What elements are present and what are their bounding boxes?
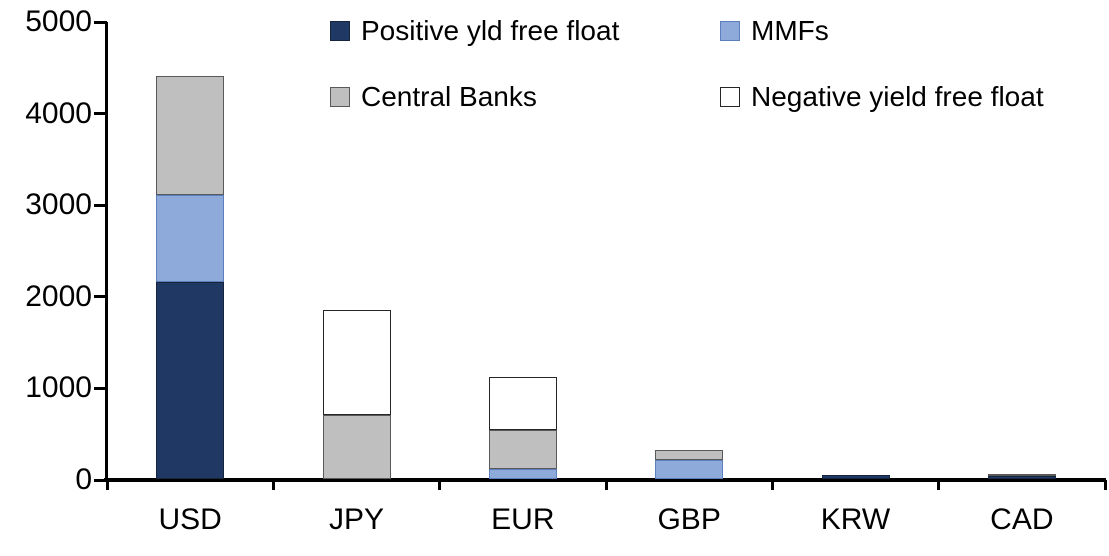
x-axis-tick bbox=[438, 480, 442, 490]
x-axis-tick bbox=[1103, 480, 1107, 490]
bar-segment-cad-series-2 bbox=[987, 473, 1056, 476]
legend-swatch-icon bbox=[330, 21, 350, 41]
y-axis-tick-label: 5000 bbox=[25, 5, 92, 38]
bar-segment-gbp-series-2 bbox=[655, 449, 724, 460]
legend-item-2: Central Banks bbox=[330, 80, 720, 114]
legend-label: MMFs bbox=[751, 15, 829, 46]
x-axis-tick bbox=[271, 480, 275, 490]
legend-item-0: Positive yld free float bbox=[330, 14, 720, 48]
legend-label: Positive yld free float bbox=[361, 15, 620, 46]
bar-segment-cad-series-0 bbox=[987, 475, 1056, 479]
x-axis-category-label: JPY bbox=[328, 503, 385, 536]
bar-segment-krw-series-0 bbox=[821, 475, 890, 479]
legend-item-1: MMFs bbox=[720, 14, 1100, 48]
legend-swatch-icon bbox=[330, 87, 350, 107]
bar-segment-gbp-series-1 bbox=[655, 459, 724, 479]
x-axis-category-label: EUR bbox=[491, 503, 555, 536]
bar-segment-eur-series-3 bbox=[488, 377, 557, 430]
y-axis-tick bbox=[94, 20, 107, 24]
bar-segment-usd-series-1 bbox=[156, 195, 225, 283]
x-axis-category-label: USD bbox=[158, 503, 222, 536]
bar-segment-eur-series-2 bbox=[488, 429, 557, 469]
legend-swatch-icon bbox=[720, 87, 740, 107]
bar-segment-jpy-series-3 bbox=[322, 310, 391, 415]
bar-segment-usd-series-0 bbox=[156, 282, 225, 479]
legend-label: Negative yield free float bbox=[751, 81, 1044, 112]
x-axis-tick bbox=[937, 480, 941, 490]
bar-segment-usd-series-2 bbox=[156, 75, 225, 196]
legend-swatch-icon bbox=[720, 21, 740, 41]
y-axis-tick bbox=[94, 295, 107, 299]
legend-label: Central Banks bbox=[361, 81, 537, 112]
y-axis-tick bbox=[94, 203, 107, 207]
x-axis-tick bbox=[604, 480, 608, 490]
y-axis-tick-label: 3000 bbox=[25, 188, 92, 222]
y-axis-tick-label: 2000 bbox=[25, 279, 92, 313]
bar-segment-eur-series-1 bbox=[488, 468, 557, 479]
y-axis-line bbox=[105, 22, 108, 480]
x-axis-category-label: CAD bbox=[990, 503, 1054, 536]
y-axis-tick bbox=[94, 112, 107, 116]
y-axis-tick bbox=[94, 386, 107, 390]
y-axis-tick bbox=[94, 478, 107, 482]
y-axis-tick-label: 4000 bbox=[25, 96, 92, 130]
x-axis-tick bbox=[770, 480, 774, 490]
chart-legend: Positive yld free float MMFs Central Banks… bbox=[330, 14, 1100, 114]
y-axis-tick-label: 0 bbox=[75, 463, 92, 496]
x-axis-category-label: GBP bbox=[657, 503, 721, 536]
x-axis-category-label: KRW bbox=[820, 503, 891, 536]
legend-item-3: Negative yield free float bbox=[720, 80, 1100, 114]
y-axis-tick-label: 1000 bbox=[25, 371, 92, 405]
x-axis-tick bbox=[105, 480, 109, 490]
bar-segment-jpy-series-2 bbox=[322, 414, 391, 479]
